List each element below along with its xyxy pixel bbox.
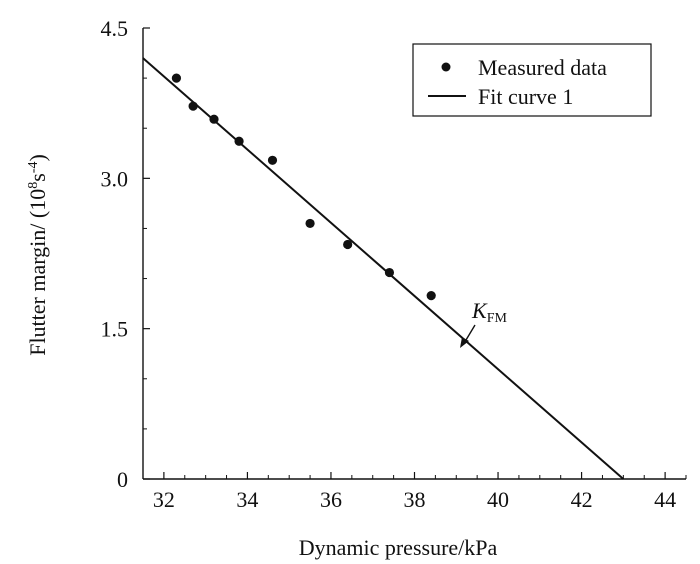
y-tick-label: 1.5 [101,317,129,342]
x-tick-label: 34 [236,487,258,512]
measured-data-point [188,101,198,111]
fit-curve-line [142,57,625,480]
kfm-label-base: K [471,298,488,323]
y-axis: 0 1.5 3.0 4.5 [101,16,150,492]
legend-marker-measured [441,62,451,72]
y-axis-label-sup1: 8 [26,182,41,189]
kfm-annotation: KFM [460,298,507,348]
y-axis-label-main: Flutter margin/ (10 [25,189,50,356]
kfm-label: KFM [471,298,507,326]
measured-data-point [209,114,219,124]
y-tick-label: 4.5 [101,16,129,41]
x-tick-label: 42 [571,487,593,512]
x-tick-label: 36 [320,487,342,512]
y-axis-label: Flutter margin/ (108s-4) [25,154,50,356]
y-axis-label-end: ) [25,154,50,161]
kfm-arrow-line [465,324,476,341]
measured-data-point [234,136,244,146]
y-tick-label: 3.0 [101,166,129,191]
y-axis-label-mid: s [25,173,50,182]
y-tick-label: 0 [117,467,128,492]
x-axis-label: Dynamic pressure/kPa [299,535,498,560]
kfm-label-sub: FM [487,311,508,326]
x-tick-label: 44 [654,487,676,512]
kfm-arrow-head [460,337,469,348]
data-points-layer [171,73,436,301]
measured-data-point [343,239,353,250]
measured-data-point [171,73,182,83]
legend-label-measured: Measured data [478,55,607,80]
y-axis-label-sup2: -4 [26,162,41,174]
fit-line-layer [142,57,625,480]
x-tick-label: 40 [487,487,509,512]
legend-label-fit: Fit curve 1 [478,84,573,109]
measured-data-point [384,267,395,278]
x-axis: 32 34 36 38 40 42 44 [142,472,687,512]
measured-data-point [305,218,315,229]
legend: Measured data Fit curve 1 [412,43,652,117]
legend-box [412,43,652,117]
x-tick-label: 32 [153,487,175,512]
measured-data-point [267,155,278,165]
x-tick-label: 38 [404,487,426,512]
measured-data-point [426,290,436,301]
